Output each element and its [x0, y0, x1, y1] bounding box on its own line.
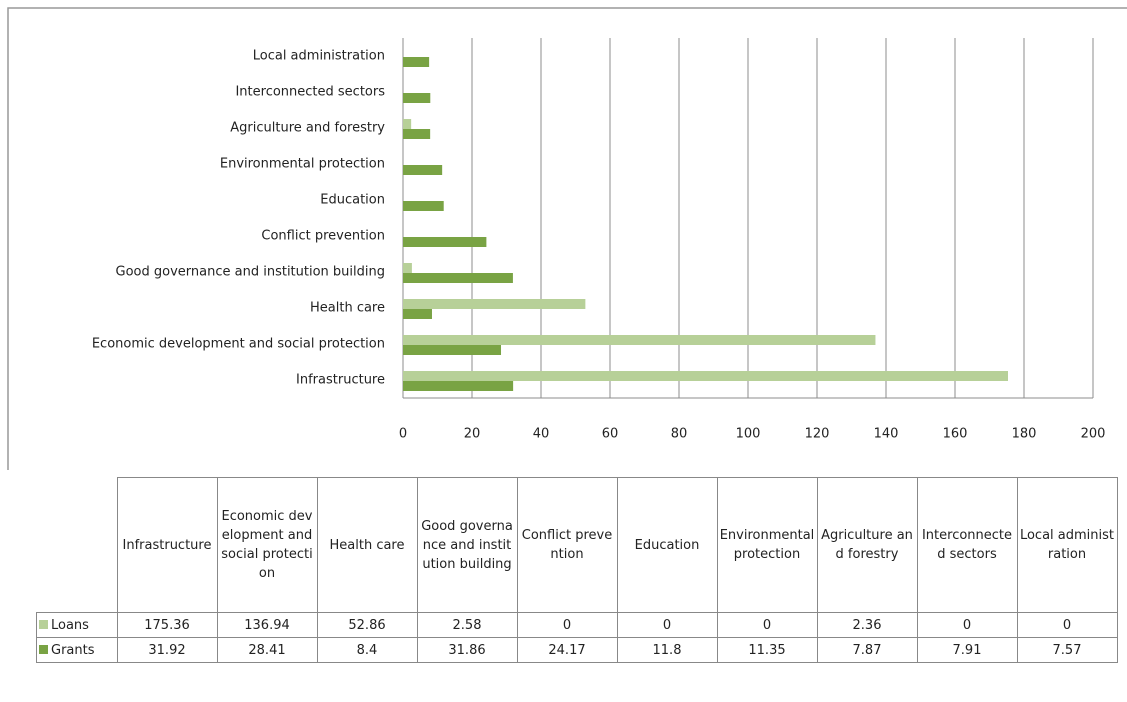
bar	[403, 263, 412, 273]
bar	[403, 57, 430, 67]
y-tick-label: Health care	[310, 301, 385, 316]
value-cell: 31.92	[116, 637, 218, 663]
data-row: Grants 31.92 28.41 8.4 31.86 24.17 11.8 11.35 7.…	[36, 637, 1118, 663]
bar	[403, 299, 586, 309]
header-cell: Education	[616, 477, 718, 613]
data-row: Loans 175.36 136.94 52.86 2.58 0 0 0 2.36 0 0	[36, 612, 1118, 638]
legend-cell: Loans	[36, 612, 118, 638]
value-cell: 2.58	[416, 612, 518, 638]
x-tick-label: 0	[399, 427, 407, 442]
value-cell: 52.86	[316, 612, 418, 638]
x-tick-label: 60	[602, 427, 619, 442]
bar	[403, 381, 514, 391]
header-cell: Agriculture and forestry	[816, 477, 918, 613]
value-cell: 7.87	[816, 637, 918, 663]
x-tick-label: 80	[671, 427, 688, 442]
x-tick-label: 20	[464, 427, 481, 442]
y-tick-label: Agriculture and forestry	[230, 121, 385, 136]
bar	[403, 119, 412, 129]
y-tick-label: Education	[320, 193, 385, 208]
header-cell: Interconnected sectors	[916, 477, 1018, 613]
bar	[403, 165, 443, 175]
y-tick-label: Infrastructure	[296, 373, 385, 388]
x-tick-label: 180	[1012, 427, 1037, 442]
value-cell: 11.35	[716, 637, 818, 663]
value-cell: 0	[1016, 612, 1118, 638]
header-cell: Economic development and social protecti…	[216, 477, 318, 613]
bar	[403, 371, 1008, 381]
corner-cell	[37, 478, 118, 613]
data-table: Infrastructure Economic development and s…	[36, 477, 1118, 663]
header-cell: Conflict prevention	[516, 477, 618, 613]
value-cell: 0	[616, 612, 718, 638]
bar	[403, 237, 487, 247]
value-cell: 2.36	[816, 612, 918, 638]
y-tick-label: Interconnected sectors	[235, 85, 385, 100]
value-cell: 7.57	[1016, 637, 1118, 663]
bar	[403, 309, 432, 319]
header-cell: Health care	[316, 477, 418, 613]
x-tick-label: 140	[874, 427, 899, 442]
bar	[403, 201, 444, 211]
bar	[403, 335, 876, 345]
bar	[403, 93, 431, 103]
header-cell: Good governance and institution building	[416, 477, 518, 613]
value-cell: 0	[716, 612, 818, 638]
value-cell: 31.86	[416, 637, 518, 663]
header-cell: Environmental protection	[716, 477, 818, 613]
y-tick-label: Environmental protection	[220, 157, 385, 172]
bar	[403, 129, 431, 139]
x-tick-label: 40	[533, 427, 550, 442]
value-cell: 8.4	[316, 637, 418, 663]
header-row: Infrastructure Economic development and s…	[37, 477, 1118, 613]
value-cell: 24.17	[516, 637, 618, 663]
header-cell: Local administration	[1016, 477, 1118, 613]
x-tick-label: 120	[805, 427, 830, 442]
value-cell: 11.8	[616, 637, 718, 663]
value-cell: 175.36	[116, 612, 218, 638]
x-tick-label: 200	[1081, 427, 1106, 442]
legend-cell: Grants	[36, 637, 118, 663]
legend-swatch	[39, 619, 48, 629]
value-cell: 0	[916, 612, 1018, 638]
legend-label: Grants	[51, 642, 95, 658]
x-tick-label: 160	[943, 427, 968, 442]
bar	[403, 345, 502, 355]
y-tick-label: Conflict prevention	[261, 229, 385, 244]
y-tick-label: Local administration	[253, 49, 385, 64]
header-cell: Infrastructure	[116, 477, 218, 613]
value-cell: 0	[516, 612, 618, 638]
legend-label: Loans	[51, 617, 89, 633]
frame-border	[7, 7, 1127, 470]
chart: 0 20 40 60 80 100 120 140 160 180 200 Infrastructur…	[7, 7, 1127, 470]
x-tick-label: 100	[736, 427, 761, 442]
y-tick-label: Economic development and social protecti…	[92, 337, 385, 352]
bar	[403, 273, 513, 283]
y-tick-label: Good governance and institution building	[116, 265, 385, 280]
value-cell: 28.41	[216, 637, 318, 663]
value-cell: 7.91	[916, 637, 1018, 663]
value-cell: 136.94	[216, 612, 318, 638]
legend-swatch	[39, 644, 48, 654]
